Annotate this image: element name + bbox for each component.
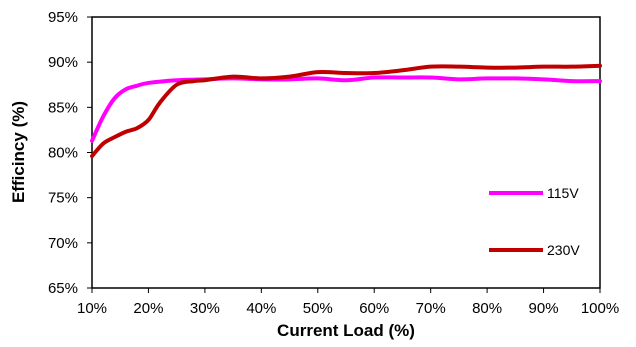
series-layer [90, 63, 602, 159]
x-tick-label: 60% [359, 300, 389, 317]
x-tick-label: 50% [303, 300, 333, 317]
legend-label-115v: 115V [547, 185, 579, 201]
plot-area [91, 16, 601, 289]
y-tick-label: 65% [48, 280, 78, 297]
x-tick-label: 10% [77, 300, 107, 317]
x-tick-label: 70% [416, 300, 446, 317]
y-tick-label: 95% [48, 9, 78, 26]
x-tick-label: 100% [581, 300, 619, 317]
legend-label-230v: 230V [547, 242, 580, 258]
x-tick-label: 30% [190, 300, 220, 317]
y-axis-title: Efficincy (%) [9, 101, 28, 203]
y-tick-label: 80% [48, 145, 78, 162]
x-axis-ticks: 10% 20% 30% 40% 50% 60% 70% 80% 90% 100% [77, 288, 619, 317]
y-axis-ticks: 65% 70% 75% 80% 85% 90% 95% [48, 9, 92, 297]
y-tick-label: 75% [48, 190, 78, 207]
y-tick-label: 70% [48, 235, 78, 252]
series-line-230v [90, 63, 602, 159]
legend: 115V 230V [489, 185, 580, 258]
y-tick-label: 85% [48, 99, 78, 116]
x-axis-title: Current Load (%) [277, 321, 415, 340]
x-tick-label: 90% [529, 300, 559, 317]
x-tick-label: 40% [246, 300, 276, 317]
x-tick-label: 20% [133, 300, 163, 317]
x-tick-label: 80% [472, 300, 502, 317]
series-line-115v [90, 75, 602, 143]
y-tick-label: 90% [48, 54, 78, 71]
